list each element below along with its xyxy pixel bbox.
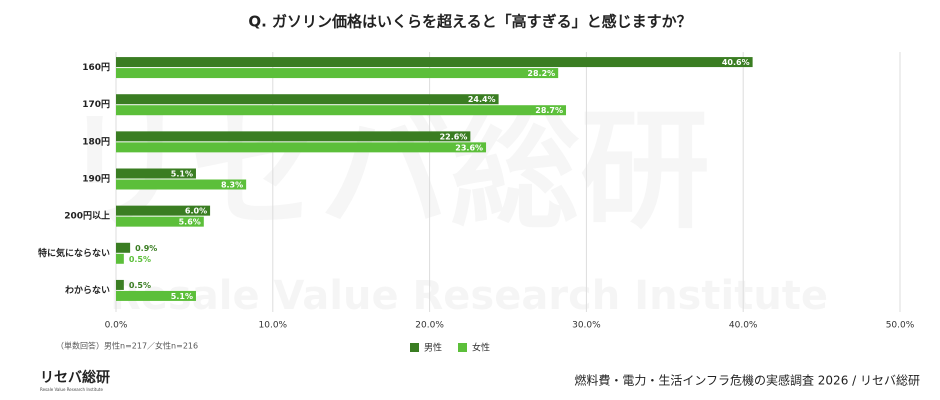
bar — [116, 168, 196, 179]
bar — [116, 94, 499, 105]
bar — [116, 205, 211, 216]
bar — [116, 131, 471, 142]
x-tick-label: 10.0% — [259, 321, 288, 331]
bar — [116, 216, 204, 227]
bar — [116, 105, 567, 116]
x-tick-label: 30.0% — [572, 321, 601, 331]
legend-swatch — [410, 343, 419, 352]
value-label: 23.6% — [455, 143, 483, 152]
x-tick-label: 0.0% — [105, 321, 128, 331]
value-label: 24.4% — [468, 95, 496, 104]
legend-label: 男性 — [424, 342, 442, 354]
value-label: 0.9% — [135, 244, 157, 253]
value-label: 5.1% — [171, 292, 193, 301]
value-label: 22.6% — [440, 132, 468, 141]
bar — [116, 290, 196, 301]
logo-subtitle: Resale Value Research Institute — [40, 387, 103, 392]
value-label: 5.6% — [179, 218, 201, 227]
value-label: 5.1% — [171, 170, 193, 179]
bar — [116, 68, 559, 79]
bar — [116, 142, 487, 153]
y-tick-label: 200円以上 — [64, 210, 110, 222]
value-label: 40.6% — [722, 58, 750, 67]
y-tick-label: わからない — [65, 285, 110, 296]
logo-name: リセバ総研 — [40, 369, 110, 386]
y-tick-label: 特に気にならない — [38, 247, 110, 259]
value-label: 28.7% — [535, 106, 563, 115]
value-label: 28.2% — [527, 69, 555, 78]
bar — [116, 279, 124, 290]
watermark-subtitle: Resale Value Research Institute — [110, 273, 828, 319]
value-label: 0.5% — [129, 281, 151, 290]
x-tick-label: 50.0% — [886, 321, 915, 331]
value-label: 6.0% — [185, 207, 207, 216]
bar — [116, 179, 247, 190]
footer: 燃料費・電力・生活インフラ危機の実感調査 2026 / リセバ総研 — [574, 373, 920, 388]
legend-swatch — [458, 343, 467, 352]
bar — [116, 242, 131, 253]
bar — [116, 57, 753, 68]
y-tick-label: 190円 — [82, 174, 110, 185]
value-label: 0.5% — [129, 255, 151, 264]
legend-label: 女性 — [472, 342, 490, 354]
y-tick-label: 160円 — [82, 62, 110, 73]
chart-title: Q. ガソリン価格はいくらを超えると「高すぎる」と感じますか？ — [248, 13, 691, 31]
note: （単数回答）男性n=217／女性n=216 — [56, 341, 198, 351]
y-tick-label: 170円 — [82, 99, 110, 110]
value-label: 8.3% — [221, 181, 243, 190]
y-tick-label: 180円 — [82, 136, 110, 147]
x-tick-label: 40.0% — [729, 321, 758, 331]
bar — [116, 253, 124, 264]
x-tick-label: 20.0% — [415, 321, 444, 331]
